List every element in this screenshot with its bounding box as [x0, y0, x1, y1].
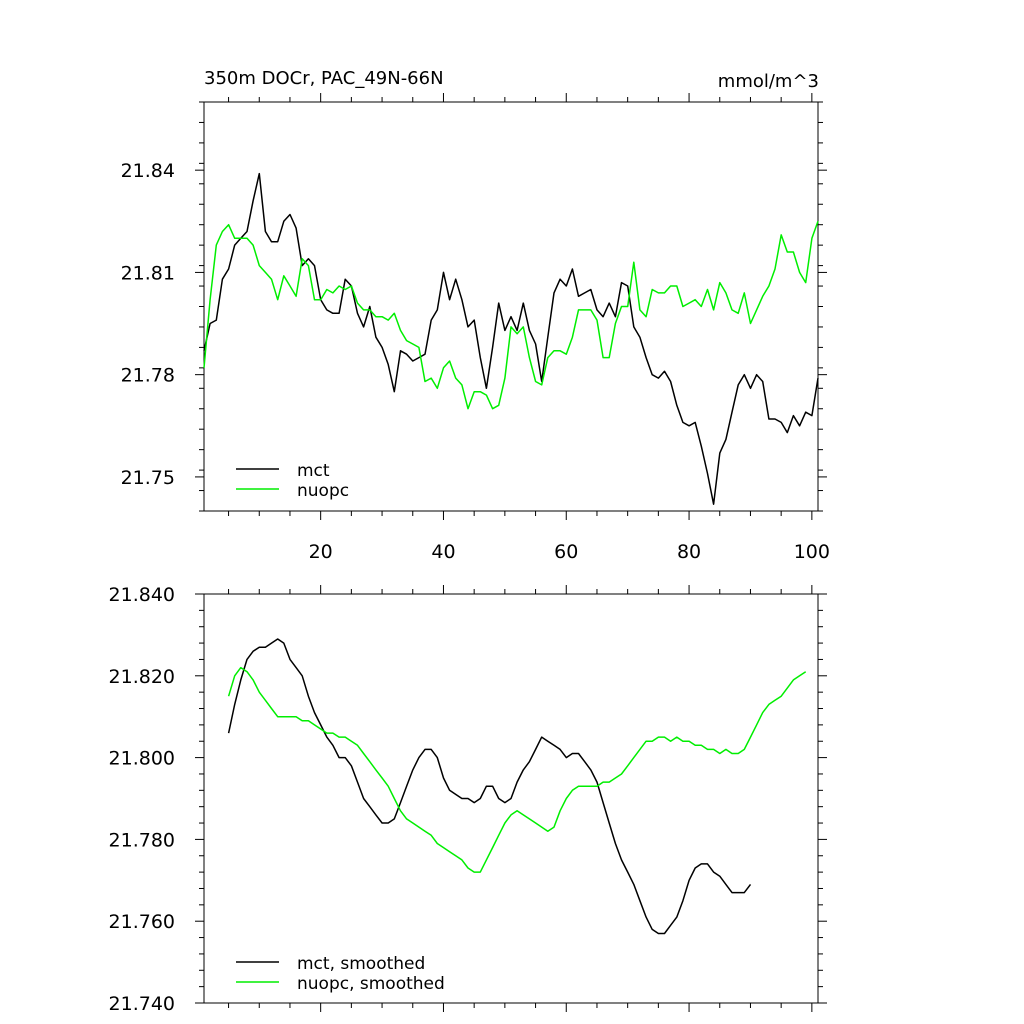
top-ticks: 20 40 60 80 100 21.75 21.78 21.81 21.84	[121, 93, 830, 563]
bottom-series	[227, 638, 807, 935]
y-tick-label: 21.81	[121, 262, 175, 284]
y-tick-label: 21.84	[121, 160, 175, 182]
bottom-plot-frame	[203, 593, 819, 1004]
y-tick-label: 21.75	[121, 467, 175, 489]
top-plot-frame	[203, 101, 819, 512]
bottom-ticks: 21.740 21.760 21.780 21.800 21.820 21.840	[109, 584, 827, 1015]
series-line-mct	[203, 172, 819, 505]
y-tick-label: 21.740	[109, 993, 175, 1015]
x-tick-label: 80	[677, 541, 701, 563]
x-tick-label: 40	[431, 541, 455, 563]
y-tick-label: 21.78	[121, 365, 175, 387]
y-tick-label: 21.760	[109, 911, 175, 933]
y-tick-label: 21.820	[109, 666, 175, 688]
x-tick-label: 100	[794, 541, 830, 563]
series-line-mct-smoothed	[227, 638, 752, 935]
top-panel: 350m DOCr, PAC_49N-66N mmol/m^3 20 40 60 80…	[121, 68, 830, 563]
top-series	[203, 172, 819, 505]
y-tick-label: 21.780	[109, 829, 175, 851]
series-line-nuopc	[203, 221, 819, 410]
x-tick-label: 60	[554, 541, 578, 563]
top-title-left: 350m DOCr, PAC_49N-66N	[204, 68, 444, 89]
legend-label-mct-smoothed: mct, smoothed	[297, 954, 425, 974]
legend-label-nuopc-smoothed: nuopc, smoothed	[297, 974, 445, 994]
bottom-panel: 21.740 21.760 21.780 21.800 21.820 21.840 mct…	[109, 584, 827, 1015]
top-title-right-units: mmol/m^3	[718, 71, 819, 92]
legend-label-mct: mct	[297, 461, 330, 481]
top-legend: mct nuopc	[236, 461, 349, 501]
y-tick-label: 21.840	[109, 584, 175, 606]
legend-label-nuopc: nuopc	[297, 481, 349, 501]
y-tick-label: 21.800	[109, 748, 175, 770]
series-line-nuopc-smoothed	[227, 666, 807, 873]
bottom-legend: mct, smoothed nuopc, smoothed	[236, 954, 445, 994]
x-tick-label: 20	[309, 541, 333, 563]
